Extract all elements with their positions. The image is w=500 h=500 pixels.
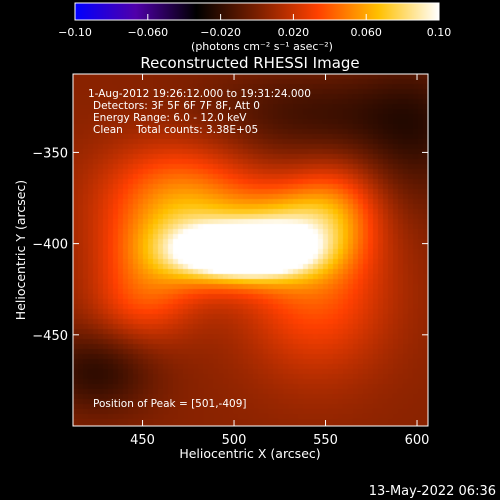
plot-frame <box>72 73 429 427</box>
y-axis-ticks: −350 −400 −450 <box>32 146 428 344</box>
peak-position-label: Position of Peak = [501,-409] <box>93 398 247 410</box>
y-tick-label: −400 <box>32 238 68 253</box>
colorbar-unit-label: (photons cm⁻² s⁻¹ asec⁻²) <box>191 40 333 53</box>
y-tick-label: −450 <box>32 329 68 344</box>
y-tick-label: −350 <box>32 146 68 161</box>
y-axis-label: Heliocentric Y (arcsec) <box>13 180 28 320</box>
colorbar-tick-label: −0.060 <box>127 26 168 39</box>
annotation-clean-counts: Clean Total counts: 3.38E+05 <box>93 124 258 136</box>
colorbar-gradient <box>75 3 439 20</box>
x-axis-ticks: 450 500 550 600 <box>130 74 429 448</box>
colorbar-ticks: −0.10 −0.060 −0.020 0.020 0.060 0.10 <box>58 14 451 39</box>
x-tick-label: 450 <box>130 433 155 448</box>
colorbar-tick-label: 0.060 <box>350 26 382 39</box>
plot-area: 1-Aug-2012 19:26:12.000 to 19:31:24.000 … <box>72 73 429 427</box>
colorbar-tick-label: 0.020 <box>278 26 310 39</box>
annotation-energy-range: Energy Range: 6.0 - 12.0 keV <box>93 112 247 124</box>
annotation-detectors: Detectors: 3F 5F 6F 7F 8F, Att 0 <box>93 100 260 112</box>
x-tick-label: 550 <box>313 433 338 448</box>
x-tick-label: 500 <box>222 433 247 448</box>
colorbar-frame <box>74 2 440 21</box>
heatmap-canvas <box>73 74 428 426</box>
annotation-time-range: 1-Aug-2012 19:26:12.000 to 19:31:24.000 <box>88 88 311 100</box>
colorbar-tick-label: −0.10 <box>58 26 92 39</box>
colorbar: −0.10 −0.060 −0.020 0.020 0.060 0.10 (photons… <box>58 2 451 53</box>
footer-date: 13-May-2022 06:36 <box>369 484 496 499</box>
x-axis-label: Heliocentric X (arcsec) <box>179 446 320 461</box>
colorbar-tick-label: 0.10 <box>427 26 452 39</box>
chart-title: Reconstructed RHESSI Image <box>140 54 359 72</box>
colorbar-tick-label: −0.020 <box>200 26 241 39</box>
x-tick-label: 600 <box>405 433 430 448</box>
